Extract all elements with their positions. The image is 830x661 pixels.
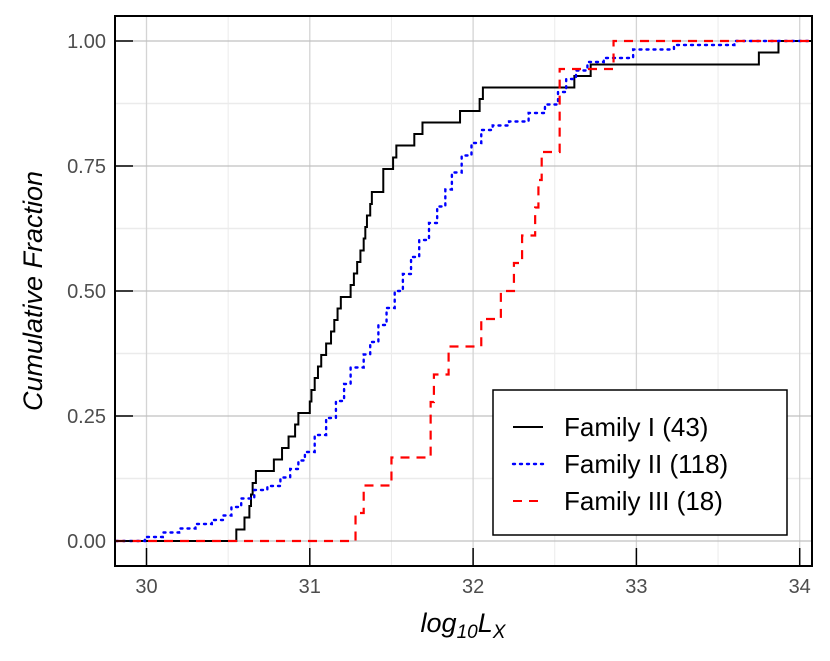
y-axis-ticks: 0.00 0.25 0.50 0.75 1.00 (67, 31, 133, 553)
legend: Family I (43) Family II (118) Family III… (492, 389, 788, 536)
y-tick-label: 0.75 (67, 156, 106, 178)
legend-label: Family I (43) (564, 412, 708, 442)
y-axis-title: Cumulative Fraction (18, 171, 48, 411)
series-line-dotted (114, 39, 813, 543)
series-layer (114, 39, 813, 543)
legend-label: Family II (118) (564, 449, 728, 479)
y-tick-label: 0.00 (67, 531, 106, 553)
legend-label: Family III (18) (564, 486, 723, 516)
x-tick-label: 31 (299, 576, 321, 598)
legend-box (492, 389, 788, 536)
y-tick-label: 1.00 (67, 31, 106, 53)
x-axis-title-L: L (478, 608, 493, 638)
x-tick-label: 32 (462, 576, 484, 598)
x-tick-label: 34 (789, 576, 811, 598)
x-axis-title-subX: X (492, 622, 507, 643)
major-gridlines (115, 16, 812, 566)
minor-gridlines (115, 16, 812, 566)
y-tick-label: 0.50 (67, 281, 106, 303)
legend-item-family-3: Family III (18) (513, 486, 723, 516)
x-axis-title-log: log (421, 608, 457, 638)
x-axis-title-sub10: 10 (457, 622, 479, 643)
x-axis-title: log10LX (421, 608, 507, 643)
series-line-solid (116, 40, 811, 542)
y-tick-label: 0.25 (67, 406, 106, 428)
x-tick-label: 33 (625, 576, 647, 598)
legend-item-family-1: Family I (43) (513, 412, 708, 442)
x-axis-ticks: 30 31 32 33 34 (135, 548, 811, 598)
x-tick-label: 30 (135, 576, 157, 598)
legend-item-family-2: Family II (118) (511, 449, 728, 479)
